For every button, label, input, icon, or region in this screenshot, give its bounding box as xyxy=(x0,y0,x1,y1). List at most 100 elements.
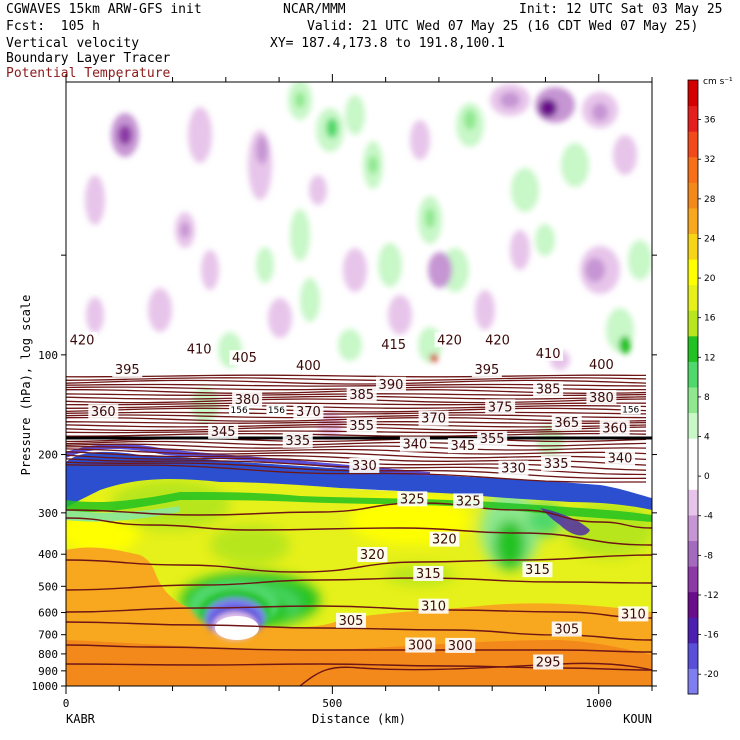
svg-text:345: 345 xyxy=(211,425,236,440)
isentrope-line xyxy=(66,440,647,447)
endpoint-right-label: KOUN xyxy=(623,712,652,726)
svg-text:400: 400 xyxy=(589,358,614,373)
isentrope-line xyxy=(66,445,647,455)
valid-time: Valid: 21 UTC Wed 07 May 25 (16 CDT Wed … xyxy=(307,19,699,34)
svg-text:156: 156 xyxy=(622,405,639,415)
isentrope-line xyxy=(66,430,646,434)
tracer-label: 156 xyxy=(266,405,287,416)
upper-velocity-field xyxy=(85,82,652,456)
isentrope-line xyxy=(66,502,652,529)
theta-label: 405 xyxy=(229,350,260,366)
svg-text:320: 320 xyxy=(432,533,457,548)
svg-text:360: 360 xyxy=(602,421,627,436)
x-tick-label: 500 xyxy=(322,697,342,710)
tracer-label: 156 xyxy=(229,405,250,416)
theta-label: 355 xyxy=(477,431,508,447)
theta-label: 360 xyxy=(88,404,119,420)
isentrope-line xyxy=(66,416,647,422)
plot-frame xyxy=(65,81,653,687)
theta-label: 320 xyxy=(429,531,460,548)
org-label: NCAR/MMM xyxy=(283,2,346,17)
colorbar-swatch xyxy=(688,131,698,158)
svg-text:310: 310 xyxy=(421,600,446,615)
colorbar-swatch xyxy=(688,207,698,234)
x-tick-label: 1000 xyxy=(585,697,612,710)
isentrope-line xyxy=(66,407,647,413)
theta-label: 385 xyxy=(533,381,564,397)
theta-label: 340 xyxy=(605,450,636,466)
theta-label: 315 xyxy=(413,565,444,582)
theta-label: 310 xyxy=(618,606,649,622)
colorbar-swatch xyxy=(688,540,698,567)
model-title: CGWAVES 15km ARW-GFS init xyxy=(6,2,202,17)
svg-text:345: 345 xyxy=(450,439,475,454)
svg-text:380: 380 xyxy=(589,391,614,406)
isentrope-line xyxy=(66,377,647,382)
theta-label: 335 xyxy=(282,432,313,449)
theta-label: 360 xyxy=(599,420,630,436)
colorbar-swatch xyxy=(688,156,698,183)
svg-text:315: 315 xyxy=(416,567,441,582)
colorbar-swatch xyxy=(688,591,698,618)
isentrope-line xyxy=(66,517,652,546)
svg-text:325: 325 xyxy=(456,494,481,509)
svg-text:395: 395 xyxy=(474,363,499,378)
svg-text:390: 390 xyxy=(379,378,404,393)
theta-label: 395 xyxy=(112,362,143,378)
colorbar-frame xyxy=(687,79,699,695)
y-axis: 100 200 300 400 500 600 700 800 900 1000 xyxy=(32,254,657,693)
colorbar-tick-label: 8 xyxy=(704,393,710,403)
downdraft-core xyxy=(215,616,259,640)
theta-label: 395 xyxy=(471,362,502,378)
svg-text:335: 335 xyxy=(544,457,569,472)
theta-label: 315 xyxy=(522,562,553,578)
tracer-label: 156 xyxy=(620,404,641,415)
svg-text:335: 335 xyxy=(285,434,310,449)
y-tick-label: 900 xyxy=(38,665,58,678)
tropopause-tracer-band xyxy=(66,451,652,510)
theta-label: 300 xyxy=(445,637,476,654)
colorbar-swatch xyxy=(688,387,698,414)
svg-text:295: 295 xyxy=(536,655,561,670)
isentrope-line xyxy=(66,605,652,619)
svg-text:156: 156 xyxy=(268,406,285,416)
theta-label: 390 xyxy=(375,376,406,393)
theta-label: 380 xyxy=(232,392,263,408)
colorbar-tick-label: 12 xyxy=(704,353,715,363)
colorbar-tick-label: 16 xyxy=(704,314,716,324)
y-tick-label: 600 xyxy=(38,607,58,620)
theta-label: 330 xyxy=(498,460,529,477)
svg-text:355: 355 xyxy=(480,432,505,447)
colorbar-tick-label: 28 xyxy=(704,195,716,205)
isentrope-line xyxy=(66,374,647,378)
isentrope-line xyxy=(66,414,647,419)
svg-text:330: 330 xyxy=(501,462,526,477)
colorbar-swatch xyxy=(688,489,698,516)
svg-text:305: 305 xyxy=(339,614,364,629)
y-tick-label: 300 xyxy=(38,507,58,520)
colorbar-tick-label: -12 xyxy=(704,591,719,601)
theta-label: 375 xyxy=(485,399,516,415)
svg-text:305: 305 xyxy=(554,623,579,638)
theta-label: 305 xyxy=(551,621,582,638)
endpoint-left-label: KABR xyxy=(66,712,96,726)
y-tick-label: 100 xyxy=(38,349,58,362)
x-tick-label: 0 xyxy=(63,697,70,710)
svg-text:370: 370 xyxy=(296,405,321,420)
y-axis-label: Pressure (hPa), log scale xyxy=(19,295,33,476)
tracer-contour-labels: 156 156 156 xyxy=(229,404,641,416)
isentrope-line xyxy=(66,426,647,432)
y-tick-label: 500 xyxy=(38,580,58,593)
colorbar-tick-label: 0 xyxy=(704,472,710,482)
svg-text:315: 315 xyxy=(525,563,550,578)
theta-label: 420 xyxy=(434,332,465,348)
svg-text:380: 380 xyxy=(235,393,260,408)
isentrope-line xyxy=(66,402,647,406)
colorbar-swatch xyxy=(688,566,698,593)
svg-text:300: 300 xyxy=(448,639,473,654)
field-potential-temperature: Potential Temperature xyxy=(6,66,171,81)
theta-label: 400 xyxy=(586,356,617,373)
colorbar-swatch xyxy=(688,310,698,337)
colorbar-swatch xyxy=(688,617,698,644)
